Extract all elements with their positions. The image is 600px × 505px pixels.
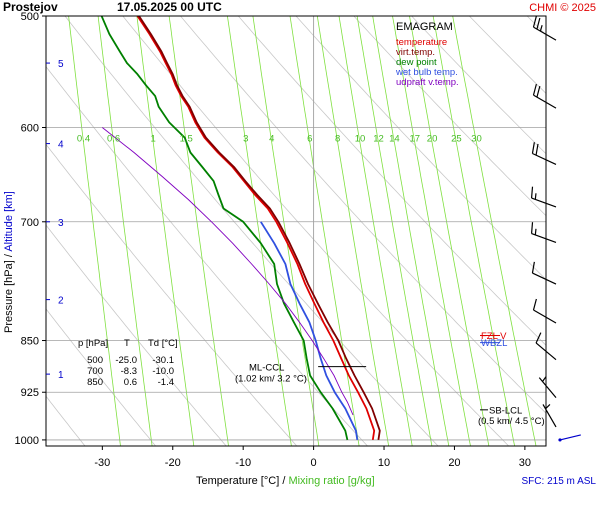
mixing-ratio-label: 8 — [335, 134, 340, 145]
x-tick-label: -30 — [94, 457, 110, 469]
mixing-ratio-label: 4 — [269, 134, 274, 145]
table-cell: -1.4 — [158, 377, 174, 388]
x-axis-label-sep: / — [279, 475, 288, 487]
credit-text: CHMI © 2025 — [529, 2, 596, 14]
y-tick-label: 850 — [21, 336, 39, 348]
x-tick-label: -20 — [165, 457, 181, 469]
x-axis-label: Temperature [°C] / Mixing ratio [g/kg] — [196, 475, 375, 487]
x-tick-label: 30 — [519, 457, 531, 469]
x-tick-label: 0 — [311, 457, 317, 469]
mixing-ratio-label: 1 — [151, 134, 156, 145]
table-cell: 0.6 — [124, 377, 137, 388]
altitude-tick-label: 2 — [58, 296, 64, 307]
table-cell: -10.0 — [152, 366, 174, 377]
mixing-ratio-label: 6 — [307, 134, 312, 145]
table-cell: -30.1 — [152, 355, 174, 366]
run-timestamp: 17.05.2025 00 UTC — [117, 0, 222, 14]
mixing-ratio-label: 20 — [427, 134, 438, 145]
level-wbzl-label: WBZL — [481, 338, 507, 349]
y-axis-label: Pressure [hPa] / Altitude [km] — [3, 191, 15, 333]
mixing-ratio-label: 17 — [410, 134, 421, 145]
mixing-ratio-label: 30 — [471, 134, 482, 145]
chart-title: EMAGRAM — [396, 21, 453, 33]
wind-barb-half-feather — [535, 229, 536, 235]
wind-barb-half-feather — [535, 193, 536, 199]
y-tick-label: 500 — [21, 11, 39, 23]
mixing-ratio-label: 14 — [389, 134, 400, 145]
y-tick-label: 1000 — [15, 435, 39, 447]
mixing-ratio-label: 0.4 — [77, 134, 90, 145]
mixing-ratio-label: 12 — [373, 134, 384, 145]
y-axis-label-alt: Altitude [km] — [3, 191, 15, 252]
y-axis-label-sep: / — [3, 252, 15, 261]
table-cell: -8.3 — [121, 366, 137, 377]
mixing-ratio-label: 1.5 — [180, 134, 193, 145]
table-cell: 700 — [87, 366, 103, 377]
sb-lcl-detail: (0.5 km/ 4.5 °C) — [478, 416, 545, 427]
legend-item-updraft: udpraft v.temp. — [396, 77, 459, 88]
table-header: p [hPa] — [78, 338, 108, 349]
x-tick-label: -10 — [235, 457, 251, 469]
mixing-ratio-label: 25 — [451, 134, 462, 145]
mixing-ratio-label: 0.6 — [107, 134, 120, 145]
ml-ccl-detail: (1.02 km/ 3.2 °C) — [235, 374, 307, 385]
table-cell: 500 — [87, 355, 103, 366]
table-cell: -25.0 — [115, 355, 137, 366]
mixing-ratio-label: 10 — [355, 134, 366, 145]
x-axis-label-temp: Temperature [°C] — [196, 475, 279, 487]
surface-elevation: SFC: 215 m ASL — [522, 476, 597, 487]
x-tick-label: 20 — [448, 457, 460, 469]
x-axis-label-mix: Mixing ratio [g/kg] — [288, 475, 374, 487]
altitude-tick-label: 5 — [58, 59, 64, 70]
altitude-tick-label: 3 — [58, 218, 64, 229]
y-tick-label: 700 — [21, 217, 39, 229]
ml-ccl-name: ML-CCL — [249, 363, 284, 374]
table-header: Td [°C] — [148, 338, 178, 349]
table-cell: 850 — [87, 377, 103, 388]
surface-wind-dot — [558, 438, 561, 441]
table-header: T — [124, 338, 130, 349]
y-axis-label-pressure: Pressure [hPa] — [3, 260, 15, 333]
x-tick-label: 10 — [378, 457, 390, 469]
y-tick-label: 600 — [21, 123, 39, 135]
altitude-tick-label: 4 — [58, 140, 64, 151]
altitude-tick-label: 1 — [58, 370, 64, 381]
mixing-ratio-label: 3 — [243, 134, 248, 145]
sb-lcl-name: SB-LCL — [489, 405, 522, 416]
y-tick-label: 925 — [21, 387, 39, 399]
